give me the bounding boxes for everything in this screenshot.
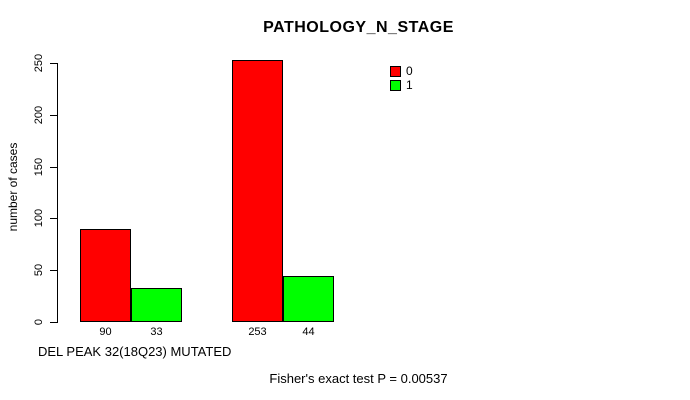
fisher-test-note: Fisher's exact test P = 0.00537 <box>269 371 448 386</box>
y-tick-label: 150 <box>33 157 45 176</box>
legend-row: 1 <box>390 79 413 91</box>
bar-value-label: 90 <box>99 326 112 338</box>
legend-row: 0 <box>390 65 413 77</box>
y-axis-label: number of cases <box>6 142 20 232</box>
y-tick-mark <box>50 166 57 168</box>
y-tick-mark <box>50 218 57 220</box>
bar-series-1 <box>131 287 182 322</box>
legend-label: 1 <box>406 78 413 92</box>
bar-series-0 <box>80 228 131 322</box>
x-axis-label: DEL PEAK 32(18Q23) MUTATED <box>38 344 232 359</box>
y-tick-label: 250 <box>33 53 45 73</box>
y-tick-label: 50 <box>33 264 45 277</box>
legend-label: 0 <box>406 64 413 78</box>
y-tick-label: 0 <box>33 318 45 326</box>
legend-swatch <box>390 79 401 91</box>
bar-value-label: 33 <box>150 326 163 338</box>
legend-swatch <box>390 65 401 77</box>
y-tick-mark <box>50 270 57 272</box>
y-tick-label: 100 <box>33 209 45 228</box>
y-tick-label: 200 <box>33 105 45 124</box>
chart-title: PATHOLOGY_N_STAGE <box>263 19 454 36</box>
y-tick-mark <box>50 322 57 323</box>
y-tick-mark <box>50 114 57 116</box>
y-axis-line <box>57 63 58 323</box>
bar-series-0 <box>232 59 283 322</box>
bar-value-label: 253 <box>248 326 267 338</box>
bar-value-label: 44 <box>302 326 315 338</box>
bar-series-1 <box>283 276 334 322</box>
y-tick-mark <box>50 63 57 64</box>
